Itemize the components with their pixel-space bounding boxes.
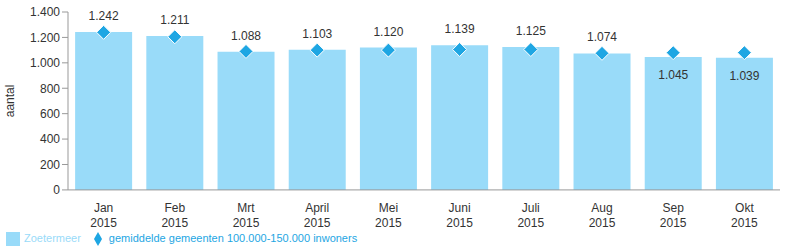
svg-text:1.088: 1.088	[231, 29, 261, 43]
svg-text:1.139: 1.139	[445, 22, 475, 36]
svg-text:1.125: 1.125	[516, 24, 546, 38]
svg-text:1.211: 1.211	[160, 13, 189, 27]
svg-text:0: 0	[53, 183, 60, 197]
svg-text:Mei2015: Mei2015	[375, 201, 402, 230]
svg-text:Mrt2015: Mrt2015	[233, 201, 260, 230]
svg-text:Sep2015: Sep2015	[660, 201, 687, 230]
svg-text:1.074: 1.074	[587, 30, 617, 44]
svg-text:1.103: 1.103	[302, 27, 332, 41]
svg-text:aantal: aantal	[8, 85, 17, 118]
svg-text:600: 600	[40, 107, 60, 121]
svg-text:Aug2015: Aug2015	[589, 201, 616, 230]
svg-text:1.039: 1.039	[729, 69, 759, 83]
svg-text:1.400: 1.400	[30, 5, 60, 19]
svg-text:Okt2015: Okt2015	[731, 201, 758, 230]
svg-text:Jan2015: Jan2015	[90, 201, 117, 230]
svg-text:400: 400	[40, 132, 60, 146]
svg-text:Juli2015: Juli2015	[517, 201, 544, 230]
svg-text:800: 800	[40, 82, 60, 96]
svg-text:1.000: 1.000	[30, 56, 60, 70]
svg-text:Juni2015: Juni2015	[446, 201, 473, 230]
svg-text:200: 200	[40, 158, 60, 172]
svg-text:1.120: 1.120	[373, 25, 403, 39]
html-text:Zoetermeer: Zoetermeer	[24, 231, 81, 244]
svg-text:1.242: 1.242	[89, 9, 119, 23]
svg-text:1.045: 1.045	[658, 68, 688, 82]
svg-text:April2015: April2015	[304, 201, 331, 230]
svg-text:1.200: 1.200	[30, 31, 60, 45]
svg-text:Feb2015: Feb2015	[161, 201, 188, 230]
html-text:gemiddelde gemeenten 100.000-1: gemiddelde gemeenten 100.000-150.000 inw…	[108, 231, 358, 244]
